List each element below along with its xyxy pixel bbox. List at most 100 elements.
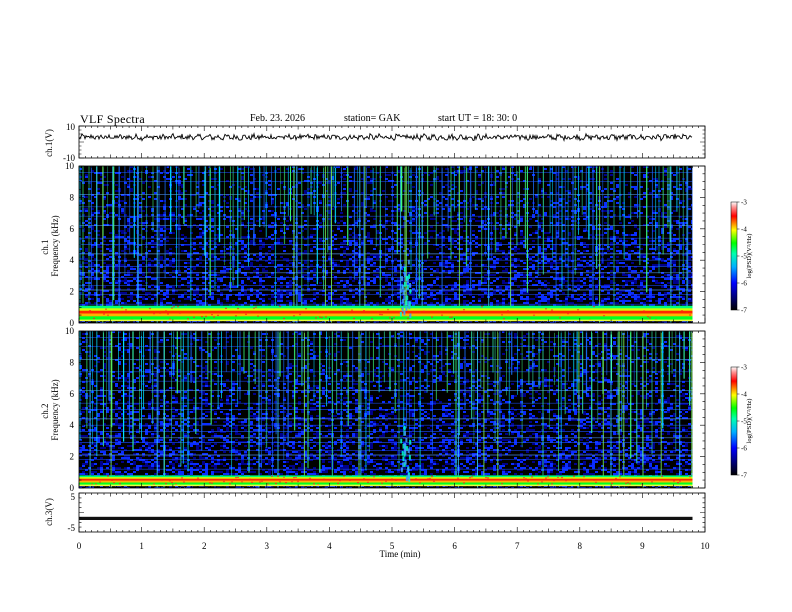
ch1-waveform-line-group bbox=[78, 132, 693, 143]
ch2-colorbar: -3 -4 -5 -6 -7 log(PSD)(V²/Hz) bbox=[730, 364, 753, 480]
x-tick-label: 8 bbox=[578, 541, 583, 551]
ch1-spectrogram-burst bbox=[403, 282, 406, 287]
x-axis-label: Time (min) bbox=[380, 549, 421, 559]
spectrogram-ytick-label: 8 bbox=[70, 192, 75, 202]
ch1-spectrogram-burst bbox=[408, 274, 411, 279]
x-tick-label: 5 bbox=[390, 541, 395, 551]
ch2-spectrogram-burst bbox=[406, 446, 409, 451]
ch2-spectrogram-burst bbox=[405, 437, 408, 443]
ch1-spectrogram-burst bbox=[402, 290, 405, 296]
ch1-spectrogram-low-band bbox=[79, 308, 693, 311]
ch1-spectrogram-burst bbox=[406, 284, 409, 290]
ch2-spectrogram-ylabel: ch.2 Frequency (kHz) bbox=[40, 379, 60, 440]
ch2-spectrogram-burst bbox=[401, 451, 404, 456]
spectrogram-ytick-label: 2 bbox=[70, 452, 75, 462]
ch1-ylabel-line2: Frequency (kHz) bbox=[50, 215, 60, 276]
x-tick-label: 3 bbox=[265, 541, 270, 551]
colorbar-tick-label: -4 bbox=[741, 391, 747, 399]
ch2-spectrogram-low-band bbox=[79, 475, 693, 478]
ch2-spectrogram-low-band bbox=[79, 477, 693, 479]
ch1-spectrogram-burst bbox=[401, 306, 404, 312]
colorbar-tick-label: -5 bbox=[741, 418, 747, 426]
ch2-spectrogram-burst bbox=[404, 460, 407, 465]
spectrogram-ytick-label: 0 bbox=[70, 318, 75, 328]
ch1-spectrogram-burst bbox=[403, 310, 406, 316]
ch1-spectrogram-low-band bbox=[79, 310, 693, 314]
ch1-spectrogram-noise bbox=[79, 166, 694, 323]
ch1-spectrogram-burst bbox=[405, 306, 408, 311]
x-tick-label: 4 bbox=[327, 541, 332, 551]
y-ticks bbox=[79, 125, 705, 533]
ch1-spectrogram-burst bbox=[399, 264, 402, 269]
colorbar-gradient bbox=[730, 366, 738, 476]
ch2-spectrogram-burst bbox=[407, 474, 410, 479]
x-ticks bbox=[78, 126, 706, 532]
ch1-spectrogram-burst bbox=[399, 288, 402, 294]
ch2-spectrogram-burst bbox=[400, 438, 403, 444]
spectrogram-ytick-label: 10 bbox=[65, 326, 75, 336]
ch3-waveform-line bbox=[79, 516, 693, 520]
ch1-spectrogram-dc-line bbox=[79, 319, 693, 322]
ch1-spectrogram-ylabel: ch.1 Frequency (kHz) bbox=[40, 215, 60, 276]
ch1-spectrogram-burst bbox=[406, 275, 409, 281]
ch2-spectrogram-burst bbox=[403, 443, 406, 448]
ch3-waveform-line-group bbox=[79, 516, 693, 520]
colorbar-tick-label: -7 bbox=[741, 307, 747, 315]
ch2-spectrogram-burst bbox=[402, 456, 405, 462]
ch1-spectrogram-burst bbox=[406, 295, 409, 301]
x-tick-label: 1 bbox=[139, 541, 144, 551]
ch2-spectrogram-noise-dark bbox=[79, 331, 694, 488]
ch1-spectrogram-burst bbox=[409, 313, 412, 319]
ch2-ylabel-line2: Frequency (kHz) bbox=[50, 379, 60, 440]
ch1-spectrogram-burst bbox=[401, 276, 403, 281]
ch2-spectrogram-no-data bbox=[692, 331, 705, 488]
ch2-spectrogram-burst bbox=[404, 431, 406, 436]
colorbar-tick-label: -7 bbox=[741, 472, 747, 480]
ch1-ytick-label: 10 bbox=[66, 122, 76, 132]
station-label: station= GAK bbox=[344, 113, 401, 124]
ch1-spectrogram-burst bbox=[399, 311, 402, 317]
colorbar-label: log(PSD)(V²/Hz) bbox=[746, 399, 753, 444]
ch1-spectrogram bbox=[79, 166, 705, 323]
ch1-spectrogram-band-texture bbox=[89, 305, 691, 322]
ch2-spectrogram-burst bbox=[403, 425, 406, 431]
ch1-spectrogram-low-band bbox=[79, 305, 693, 309]
spectrogram-ytick-label: 0 bbox=[70, 483, 75, 493]
colorbar-gradient bbox=[730, 201, 738, 311]
ch2-spectrogram-low-band bbox=[79, 478, 693, 481]
ch3-waveform-ylabel: ch.3(V) bbox=[44, 498, 54, 526]
ch2-spectrogram-burst bbox=[402, 462, 405, 468]
colorbar-tick-label: -3 bbox=[741, 199, 747, 207]
ch2-spectrogram-dc-line bbox=[79, 484, 693, 487]
ch1-spectrogram-no-data bbox=[692, 166, 705, 323]
ch2-spectrogram-low-band bbox=[79, 482, 693, 486]
ch1-spectrogram-burst bbox=[409, 283, 411, 288]
spectrogram-ytick-label: 6 bbox=[70, 389, 75, 399]
ch3-ytick-label: -5 bbox=[68, 523, 76, 533]
ch2-spectrogram-burst bbox=[408, 477, 411, 482]
ch2-spectrogram-burst bbox=[404, 449, 407, 455]
ch2-spectrogram-band-texture bbox=[85, 475, 691, 487]
ch1-spectrogram-low-band bbox=[79, 313, 693, 317]
x-tick-label: 9 bbox=[640, 541, 645, 551]
ch1-colorbar: -3 -4 -5 -6 -7 log(PSD)(V²/Hz) bbox=[730, 199, 753, 315]
ch1-ylabel-line1: ch.1 bbox=[40, 240, 50, 255]
ch1-spectrogram-burst bbox=[408, 304, 411, 310]
ch2-spectrogram bbox=[79, 331, 705, 488]
x-tick-label: 10 bbox=[701, 541, 711, 551]
spectrogram-ytick-label: 2 bbox=[70, 287, 75, 297]
ch1-waveform-ylabel: ch.1(V) bbox=[44, 129, 54, 157]
ch1-ytick-label: -10 bbox=[63, 153, 75, 163]
ch1-spectrogram-burst bbox=[403, 266, 406, 272]
spectrogram-ytick-label: 10 bbox=[65, 161, 75, 171]
x-tick-label: 7 bbox=[515, 541, 520, 551]
ch2-spectrogram-burst bbox=[402, 444, 405, 449]
colorbar-label: log(PSD)(V²/Hz) bbox=[746, 234, 753, 279]
ch1-spectrogram-burst bbox=[408, 301, 411, 306]
ch2-spectrogram-burst bbox=[405, 476, 408, 482]
date-label: Feb. 23. 2026 bbox=[250, 113, 305, 124]
ch3-ytick-label: 5 bbox=[71, 492, 76, 502]
spectrogram-ytick-label: 6 bbox=[70, 224, 75, 234]
